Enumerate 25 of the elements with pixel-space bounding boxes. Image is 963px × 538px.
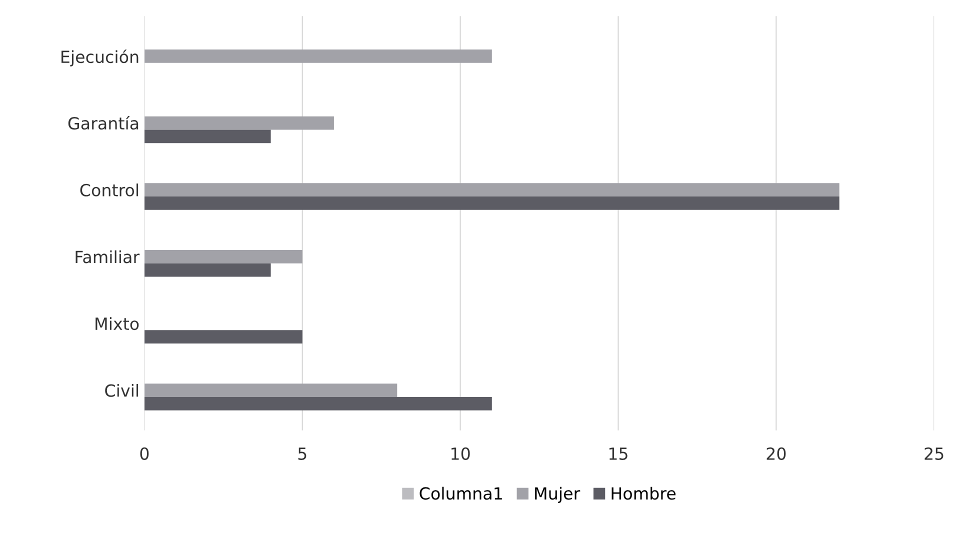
bar: [144, 130, 271, 144]
bar: [144, 196, 840, 210]
bar: [144, 263, 271, 277]
x-tick-label: 5: [298, 448, 306, 460]
bar: [144, 183, 840, 197]
y-tick-label: Familiar: [76, 250, 140, 264]
y-tick-label: Control: [80, 184, 138, 196]
x-tick-label: 25: [924, 447, 944, 460]
x-tick-label: 15: [609, 448, 628, 460]
bar: [144, 330, 302, 344]
y-tick-label: Garantía: [68, 116, 138, 130]
y-tick-label: Mixto: [96, 317, 139, 330]
y-tick-label: Civil: [105, 384, 138, 397]
x-tick-label: 20: [766, 447, 786, 460]
x-tick-label: 0: [140, 447, 149, 460]
legend-label: Columna1: [420, 486, 502, 500]
bar: [144, 116, 334, 130]
x-tick-label: 10: [452, 447, 470, 460]
bar: [144, 250, 302, 264]
legend-label: Hombre: [612, 486, 676, 500]
y-tick-label: Ejecución: [62, 50, 138, 66]
bar: [144, 396, 492, 410]
legend-label: Mujer: [535, 486, 580, 503]
bar: [144, 384, 398, 397]
bar: [144, 50, 492, 63]
